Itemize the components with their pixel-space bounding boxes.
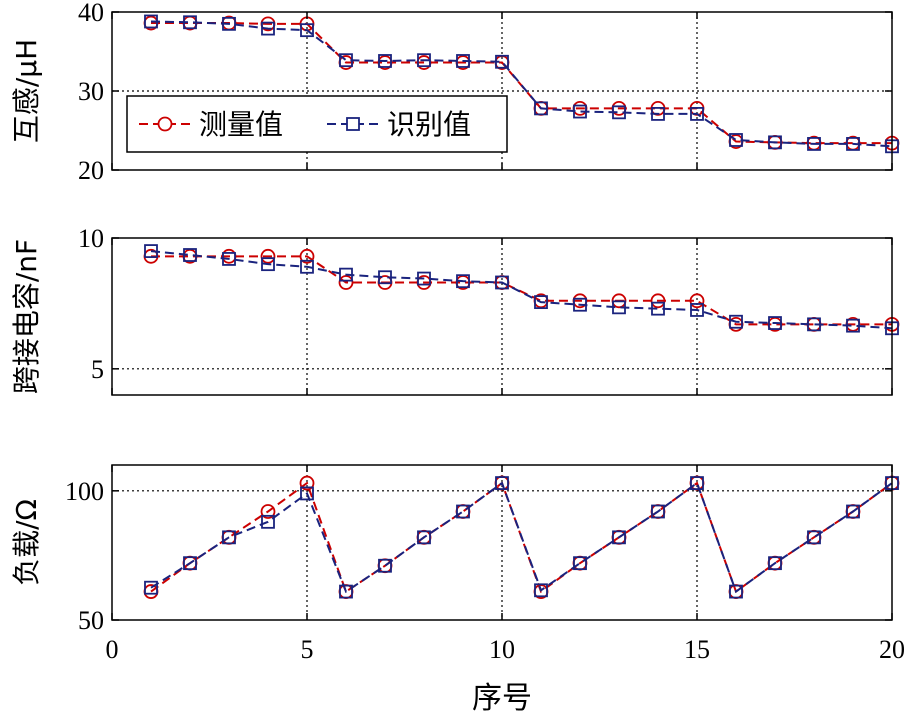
data-point-identified (768, 316, 782, 330)
data-point-identified (807, 530, 821, 545)
data-point-measured (260, 248, 276, 264)
data-point-measured (650, 293, 666, 309)
series-layer (143, 14, 900, 599)
y-tick-label: 40 (78, 0, 104, 27)
data-point-identified (495, 275, 509, 290)
data-point-identified (378, 270, 392, 285)
y-tick-label: 10 (78, 224, 104, 253)
x-axis-label: 序号 (472, 681, 532, 716)
data-point-identified (417, 530, 431, 545)
data-point-identified (690, 107, 704, 121)
data-point-identified (300, 259, 314, 274)
y-tick-label: 5 (91, 355, 104, 384)
y-tick-label: 100 (65, 477, 104, 506)
data-point-identified (768, 135, 782, 150)
data-point-identified (222, 252, 236, 266)
data-point-identified (651, 301, 665, 316)
data-point-identified (183, 248, 197, 262)
legend: 测量值 识别值 (126, 95, 508, 153)
data-point-identified (690, 476, 704, 490)
legend-box (126, 95, 508, 153)
data-point-identified (339, 53, 353, 68)
data-point-identified (456, 274, 470, 289)
data-point-identified (573, 104, 587, 119)
data-point-identified (339, 267, 353, 282)
x-tick-label: 10 (489, 635, 515, 664)
data-point-identified (534, 101, 548, 116)
data-point-identified (612, 300, 626, 315)
series-line-identified (150, 481, 893, 594)
data-point-identified (144, 580, 158, 595)
data-point-identified (222, 16, 236, 31)
data-point-identified (261, 514, 275, 529)
legend-marker-circle (157, 116, 173, 132)
data-point-identified (534, 295, 548, 310)
data-point-measured (299, 475, 315, 491)
data-point-identified (417, 271, 431, 286)
data-point-identified (612, 105, 626, 120)
y-axis-label: 互感/μH (10, 39, 43, 143)
data-point-identified (846, 137, 860, 151)
y-tick-label: 30 (78, 77, 104, 106)
data-point-identified (651, 107, 665, 121)
legend-label-measured: 测量值 (199, 108, 283, 141)
grid-layer (112, 12, 892, 620)
y-axis-label: 负载/Ω (10, 499, 43, 586)
x-tick-label: 20 (879, 635, 905, 664)
data-point-identified (456, 54, 470, 68)
y-axis-label: 跨接电容/nF (10, 239, 43, 394)
data-point-identified (651, 504, 665, 519)
data-point-identified (495, 54, 509, 69)
data-point-identified (768, 556, 782, 571)
data-point-identified (417, 53, 431, 68)
data-point-measured (689, 293, 705, 309)
data-point-identified (144, 244, 158, 258)
data-point-identified (846, 504, 860, 519)
data-point-identified (495, 476, 509, 490)
data-point-identified (690, 303, 704, 317)
y-tick-label: 20 (78, 156, 104, 185)
data-point-measured (260, 504, 276, 519)
data-point-identified (222, 530, 236, 545)
y-tick-label: 50 (78, 606, 104, 635)
data-point-identified (456, 504, 470, 519)
data-point-identified (573, 556, 587, 571)
data-point-identified (339, 584, 353, 599)
data-point-identified (807, 317, 821, 332)
legend-marker-square (346, 117, 360, 131)
x-tick-label: 15 (684, 635, 710, 664)
data-point-identified (183, 15, 197, 30)
data-point-identified (378, 558, 392, 573)
data-point-identified (729, 584, 743, 599)
x-tick-label: 0 (106, 635, 119, 664)
data-point-identified (534, 583, 548, 598)
data-point-identified (573, 297, 587, 312)
data-point-identified (846, 318, 860, 333)
data-point-identified (807, 137, 821, 151)
data-point-identified (261, 257, 275, 272)
data-point-identified (378, 54, 392, 68)
x-tick-label: 5 (301, 635, 314, 664)
data-point-identified (261, 21, 275, 36)
data-point-identified (300, 486, 314, 501)
text-layer: 20 30 40 互感/μH 5 10 跨接电容/nF 50 100 负载/Ω 0 5 10 15 20 序号 (10, 0, 905, 716)
data-point-identified (144, 14, 158, 29)
data-point-identified (612, 530, 626, 545)
data-point-measured (338, 275, 354, 290)
data-point-identified (183, 556, 197, 571)
frame-layer (111, 11, 893, 621)
data-point-measured (299, 248, 315, 264)
data-point-identified (729, 133, 743, 147)
data-point-identified (300, 23, 314, 38)
data-point-identified (729, 314, 743, 329)
legend-label-identified: 识别值 (387, 108, 471, 141)
